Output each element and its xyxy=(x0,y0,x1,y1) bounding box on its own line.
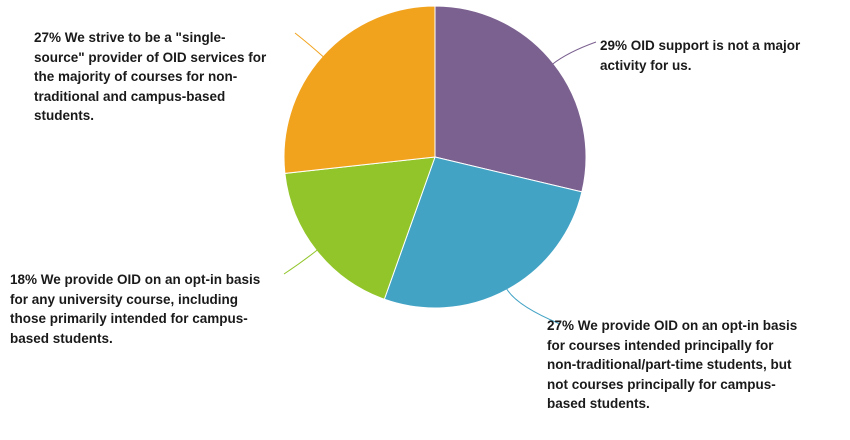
slice-label-oid-not-major: 29% OID support is not a major activity … xyxy=(600,38,801,73)
slice-label-opt-in-any-course: 18% We provide OID on an opt-in basis fo… xyxy=(10,272,261,346)
leader-line-opt-in-any-course xyxy=(283,249,319,275)
leader-line-oid-not-major xyxy=(551,41,597,65)
pie-slice-single-source xyxy=(283,5,436,174)
slice-label-single-source: 27% We strive to be a "single-source" pr… xyxy=(34,30,267,123)
leader-line-opt-in-nontraditional xyxy=(505,287,561,325)
leader-line-single-source xyxy=(294,32,325,58)
slice-label-opt-in-nontraditional: 27% We provide OID on an opt-in basis fo… xyxy=(547,318,798,411)
